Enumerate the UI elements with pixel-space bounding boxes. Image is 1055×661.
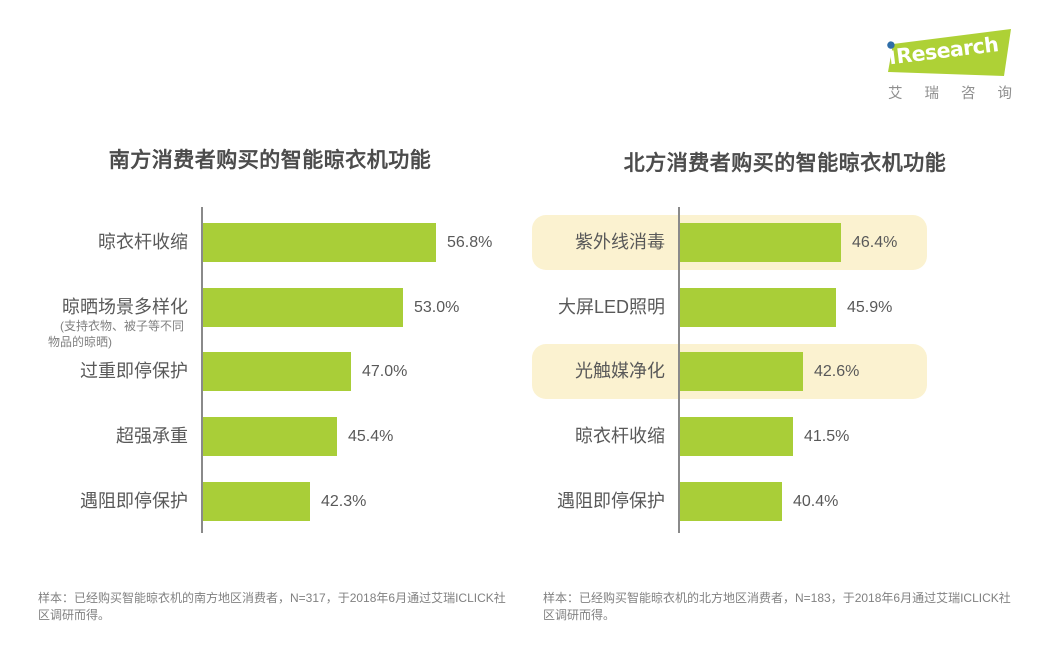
bar-row: 大屏LED照明 45.9%: [520, 287, 1020, 327]
category-label: 紫外线消毒: [575, 232, 665, 252]
bar: [680, 287, 836, 327]
bar-row: 遇阻即停保护 42.3%: [38, 481, 520, 521]
value-label: 42.6%: [814, 363, 860, 381]
bar: [203, 352, 351, 392]
category-label: 晾晒场景多样化: [62, 296, 188, 317]
category-axis-line: [678, 207, 680, 533]
value-label: 42.3%: [321, 492, 367, 510]
bar: [203, 287, 403, 327]
value-label: 46.4%: [852, 234, 898, 251]
value-label: 47.0%: [362, 363, 408, 381]
category-label: 晾衣杆收缩: [575, 426, 665, 447]
bar: [203, 223, 436, 262]
bar: [680, 417, 793, 457]
bar-row: 超强承重 45.4%: [38, 417, 520, 457]
logo-i-stem: [889, 50, 896, 65]
logo-green-parallelogram: [888, 29, 1011, 76]
chart-title-south: 南方消费者购买的智能晾衣机功能: [108, 149, 432, 172]
sample-footnote-north: 样本：已经购买智能晾衣机的北方地区消费者，N=183，于2018年6月通过艾瑞I…: [543, 591, 1011, 622]
category-label: 过重即停保护: [80, 361, 188, 382]
bar-row: 紫外线消毒 46.4%: [520, 223, 1020, 262]
value-label: 41.5%: [804, 428, 850, 446]
bar: [680, 223, 841, 262]
bar-row: 光触媒净化 42.6%: [520, 352, 1020, 392]
bar-plot-south: 晾衣杆收缩 56.8% 晾晒场景多样化 53.0% (支持衣物、被子等不同物品的晾晒) 过…: [38, 205, 520, 535]
bar: [680, 481, 782, 521]
iresearch-logo: Research 艾瑞咨询: [870, 26, 1020, 108]
category-label: 遇阻即停保护: [557, 490, 665, 511]
category-label: 晾衣杆收缩: [98, 232, 188, 252]
bar: [680, 352, 803, 392]
category-label: 光触媒净化: [575, 361, 665, 382]
bar-row: 过重即停保护 47.0%: [38, 352, 520, 392]
bar-row: 晾晒场景多样化 53.0% (支持衣物、被子等不同物品的晾晒): [38, 287, 520, 349]
logo-chinese-name: 艾瑞咨询: [888, 86, 1034, 102]
bar-row: 晾衣杆收缩 41.5%: [520, 417, 1020, 457]
bar-plot-north: 紫外线消毒 46.4% 大屏LED照明 45.9% 光触媒净化 42.6% 晾衣杆收缩 41.…: [520, 205, 1020, 535]
bar-row: 遇阻即停保护 40.4%: [520, 481, 1020, 521]
value-label: 45.4%: [348, 428, 394, 446]
value-label: 53.0%: [414, 298, 460, 316]
bar: [203, 417, 337, 457]
iresearch-logo-mark: Research: [887, 29, 1011, 76]
category-label: 超强承重: [116, 426, 188, 447]
category-label: 大屏LED照明: [557, 296, 665, 317]
chart-title-north: 北方消费者购买的智能晾衣机功能: [623, 152, 947, 175]
logo-i-dot-icon: [887, 41, 895, 49]
category-axis-line: [201, 207, 203, 533]
bar-row: 晾衣杆收缩 56.8%: [38, 223, 520, 262]
sample-footnote-south: 样本：已经购买智能晾衣机的南方地区消费者，N=317，于2018年6月通过艾瑞I…: [38, 591, 506, 622]
value-label: 45.9%: [847, 298, 893, 316]
value-label: 56.8%: [447, 234, 493, 251]
category-sublabel: (支持衣物、被子等不同物品的晾晒): [48, 318, 184, 349]
category-label: 遇阻即停保护: [80, 490, 188, 511]
bar: [203, 481, 310, 521]
value-label: 40.4%: [793, 492, 839, 510]
